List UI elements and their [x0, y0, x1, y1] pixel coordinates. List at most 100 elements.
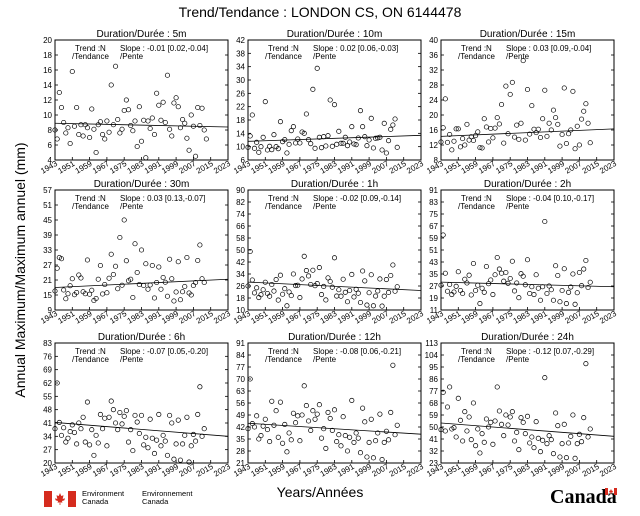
data-point	[318, 145, 325, 151]
y-tick-label: 40	[429, 36, 438, 45]
data-point	[149, 262, 155, 269]
data-point	[544, 441, 550, 447]
data-point	[269, 281, 275, 288]
data-point	[93, 295, 99, 302]
y-tick-label: 27	[429, 282, 438, 291]
data-point	[553, 115, 559, 121]
data-point	[119, 126, 125, 132]
data-point	[297, 438, 303, 444]
data-point	[455, 126, 461, 132]
data-point	[125, 107, 132, 113]
data-point	[468, 292, 474, 298]
y-tick-label: 10	[236, 143, 245, 152]
data-point	[277, 399, 283, 405]
data-point	[125, 439, 132, 445]
data-point	[288, 293, 294, 299]
data-point	[542, 375, 548, 381]
data-point	[561, 266, 567, 272]
data-point	[529, 284, 535, 290]
data-point	[63, 130, 69, 136]
trend-line	[54, 422, 229, 437]
env-en-line1: Environment	[82, 489, 125, 498]
y-tick-label: 91	[236, 339, 245, 348]
data-point	[130, 448, 136, 454]
y-tick-label: 14	[43, 81, 52, 90]
data-point	[364, 302, 370, 308]
data-point	[364, 454, 370, 460]
y-tick-label: 77	[429, 387, 438, 396]
data-point	[258, 144, 264, 150]
data-point	[362, 134, 368, 140]
y-tick-label: 10	[43, 111, 52, 120]
data-point	[481, 116, 487, 122]
data-point	[453, 126, 459, 132]
data-point	[201, 426, 207, 432]
data-point	[479, 431, 485, 437]
data-point	[158, 117, 164, 123]
data-point	[186, 459, 192, 465]
data-point	[520, 58, 526, 64]
y-tick-label: 95	[429, 363, 438, 372]
data-point	[498, 270, 505, 276]
y-tick-label: 69	[43, 366, 52, 375]
data-point	[481, 439, 487, 445]
data-point	[522, 137, 528, 143]
data-point	[132, 412, 138, 418]
data-point	[563, 455, 569, 461]
x-tick-label: 2023	[598, 159, 618, 176]
data-point	[479, 145, 485, 151]
data-point	[69, 422, 75, 428]
data-point	[579, 116, 585, 122]
data-point	[156, 264, 162, 270]
data-point	[368, 115, 374, 121]
data-point	[156, 102, 162, 108]
data-point	[360, 405, 366, 411]
data-point	[167, 412, 173, 418]
slope-label: Slope : -0.12 [0.07,-0.29]	[506, 347, 594, 356]
data-point	[286, 141, 292, 147]
data-point	[303, 403, 309, 409]
data-point	[375, 288, 381, 294]
data-point	[550, 107, 557, 113]
data-point	[158, 286, 164, 292]
data-point	[529, 434, 535, 440]
data-point	[529, 103, 535, 109]
data-point	[121, 413, 127, 419]
data-point	[275, 434, 281, 440]
y-tick-label: 8	[48, 126, 53, 135]
data-point	[483, 124, 489, 130]
data-point	[351, 439, 357, 445]
data-point	[453, 434, 459, 440]
data-point	[388, 126, 394, 132]
y-tick-label: 86	[429, 375, 438, 384]
y-tick-label: 41	[429, 435, 438, 444]
y-tick-label: 68	[429, 399, 438, 408]
data-point	[275, 297, 281, 303]
data-point	[151, 131, 158, 138]
data-point	[74, 289, 80, 296]
data-point	[546, 433, 552, 439]
data-point	[444, 404, 451, 410]
y-tick-label: 35	[429, 270, 438, 279]
trend-label: Trend :N	[461, 44, 492, 53]
data-point	[93, 149, 99, 156]
data-point	[444, 288, 451, 294]
trend-label-fr: /Tendance	[72, 52, 109, 61]
data-point	[84, 399, 90, 405]
data-point	[177, 457, 183, 463]
data-point	[444, 139, 451, 145]
data-point	[54, 380, 60, 386]
data-point	[145, 286, 151, 292]
y-tick-label: 21	[43, 276, 52, 285]
y-tick-label: 56	[236, 399, 245, 408]
panel-title: Duration/Durée : 12h	[288, 332, 381, 343]
data-point	[559, 131, 565, 138]
data-point	[113, 263, 119, 269]
data-point	[550, 451, 557, 457]
data-point	[93, 432, 99, 438]
data-point	[542, 87, 548, 93]
data-point	[548, 127, 554, 133]
trend-line	[440, 281, 615, 288]
panel-title: Duration/Durée : 6h	[98, 332, 185, 343]
data-point	[249, 277, 255, 283]
